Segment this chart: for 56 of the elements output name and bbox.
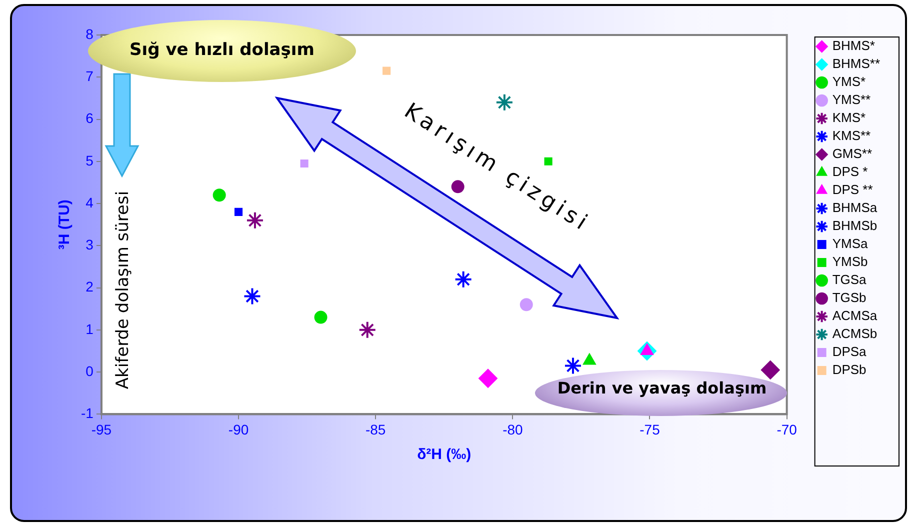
y-tick-label: 1: [86, 320, 94, 337]
y-tick-label: 0: [86, 362, 94, 379]
legend-label: DPSa: [832, 344, 868, 360]
point: [314, 310, 328, 324]
x-tick-label: -95: [91, 421, 112, 438]
point: [382, 66, 391, 75]
y-tick-label: 3: [86, 236, 94, 253]
legend-label: TGSb: [832, 290, 866, 306]
annotation: Akiferde dolaşım süresi: [113, 190, 133, 390]
point: [544, 157, 552, 166]
point: [234, 208, 243, 216]
x-tick-label: -75: [640, 421, 660, 438]
y-tick-label: 7: [86, 68, 94, 84]
y-tick-label: 8: [86, 26, 94, 42]
annotation: Derin ve yavaş dolaşım: [557, 378, 767, 398]
x-axis-title: δ²H (‰): [417, 446, 472, 464]
y-tick-label: -1: [80, 405, 94, 422]
point: [564, 356, 582, 375]
legend-label: YMSb: [832, 254, 868, 270]
legend-label: KMS**: [832, 128, 871, 144]
point: [760, 360, 780, 380]
y-tick-label: 4: [86, 194, 94, 210]
point: [243, 287, 262, 306]
point: [358, 320, 376, 339]
legend-label: DPSb: [832, 362, 866, 378]
legend-label: YMSa: [832, 236, 868, 252]
y-tick-label: 2: [86, 278, 94, 295]
legend-label: BHMS**: [832, 56, 880, 72]
x-tick-label: -90: [228, 421, 249, 438]
legend-label: ACMSb: [832, 326, 878, 342]
legend-label: YMS*: [832, 74, 866, 90]
legend-label: BHMSa: [832, 200, 878, 216]
legend-label: GMS**: [832, 146, 872, 162]
point: [300, 159, 308, 168]
legend-label: BHMSb: [832, 218, 878, 234]
legend-label: DPS *: [832, 164, 868, 180]
x-tick-label: -85: [365, 421, 386, 438]
point: [451, 180, 464, 194]
point: [478, 368, 498, 388]
point: [246, 211, 264, 230]
y-tick-label: 5: [86, 152, 94, 168]
legend-label: TGSa: [832, 272, 868, 288]
point: [520, 298, 533, 312]
legend-label: BHMS*: [832, 38, 875, 54]
y-axis-title: ³H (TU): [56, 200, 74, 250]
x-tick-label: -70: [776, 421, 798, 438]
legend-label: YMS**: [832, 92, 871, 108]
legend-label: DPS **: [832, 182, 873, 198]
point: [454, 270, 472, 288]
x-tick-label: -80: [502, 421, 524, 438]
point: [212, 188, 226, 202]
annotation: Sığ ve hızlı dolaşım: [130, 40, 314, 60]
legend-label: KMS*: [832, 110, 866, 126]
y-tick-label: 6: [86, 110, 94, 126]
point: [495, 93, 514, 112]
legend-label: ACMSa: [832, 308, 878, 324]
